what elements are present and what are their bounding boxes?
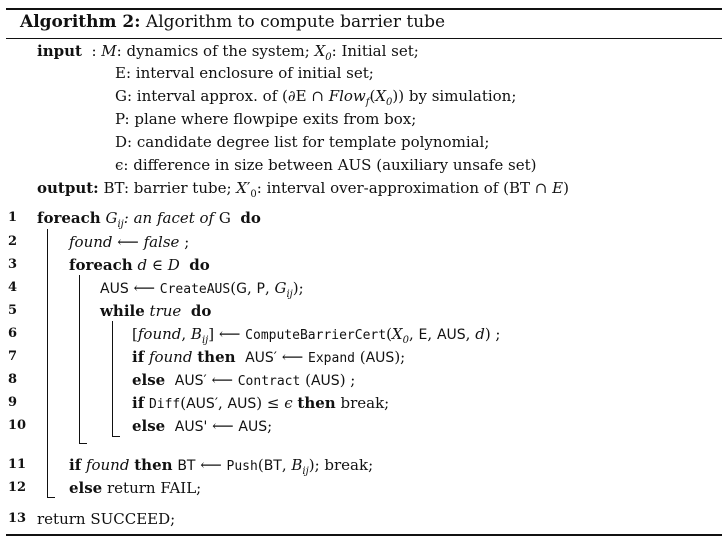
- input-line-6: ϵ: difference in size between AUS (auxil…: [115, 156, 537, 174]
- bottom-rule: [6, 534, 722, 536]
- line-number-13: 13: [8, 511, 27, 526]
- output-line: output: BT: barrier tube; X′0: interval …: [37, 179, 569, 200]
- block-end-foreach-degree: [79, 443, 87, 444]
- line-number-8: 8: [8, 372, 18, 387]
- block-bar-foreach-outer: [47, 229, 48, 497]
- algo-line-7: if found then AUS′ ⟵ Expand (AUS);: [132, 348, 406, 366]
- algo-line-10: else AUS' ⟵ AUS;: [132, 417, 273, 435]
- line-number-6: 6: [8, 326, 18, 341]
- algo-line-3: foreach d ∈ D do: [69, 256, 210, 274]
- algo-line-11: if found then BT ⟵ Push(BT, Bij); break;: [69, 456, 374, 477]
- input-line-1: input : M: dynamics of the system; X0: I…: [37, 42, 419, 63]
- line-number-1: 1: [8, 210, 18, 225]
- line-number-11: 11: [8, 457, 27, 472]
- algorithm-label: Algorithm 2:: [20, 12, 141, 32]
- algo-line-1: foreach Gij: an facet of G do: [37, 209, 261, 230]
- algo-line-12: else return FAIL;: [69, 479, 202, 497]
- block-bar-while: [112, 321, 113, 436]
- line-number-9: 9: [8, 395, 18, 410]
- algo-line-5: while true do: [100, 302, 212, 320]
- line-number-7: 7: [8, 349, 18, 364]
- algo-line-2: found ⟵ false ;: [69, 233, 190, 251]
- input-line-5: D: candidate degree list for template po…: [115, 133, 490, 151]
- output-label: output:: [37, 179, 99, 197]
- line-number-5: 5: [8, 303, 18, 318]
- line-number-10: 10: [8, 418, 27, 433]
- input-line-3: G: interval approx. of (∂E ∩ Flowf(X0)) …: [115, 87, 517, 108]
- line-number-12: 12: [8, 480, 27, 495]
- algo-line-9: if Diff(AUS′, AUS) ≤ ϵ then break;: [132, 394, 390, 412]
- line-number-3: 3: [8, 257, 18, 272]
- top-rule: [6, 8, 722, 10]
- input-line-4: P: plane where flowpipe exits from box;: [115, 110, 417, 128]
- title-rule: [6, 38, 722, 39]
- algorithm-caption: Algorithm to compute barrier tube: [145, 12, 446, 32]
- line-number-4: 4: [8, 280, 18, 295]
- algo-line-13: return SUCCEED;: [37, 510, 176, 528]
- block-bar-foreach-degree: [79, 275, 80, 443]
- block-end-while: [112, 436, 120, 437]
- algo-line-4: AUS ⟵ CreateAUS(G, P, Gij);: [100, 279, 304, 300]
- algorithm-title: Algorithm 2: Algorithm to compute barrie…: [20, 12, 445, 32]
- block-end-foreach-outer: [47, 497, 55, 498]
- algo-line-6: [found, Bij] ⟵ ComputeBarrierCert(X0, E,…: [132, 325, 501, 346]
- input-line-2: E: interval enclosure of initial set;: [115, 64, 374, 82]
- algo-line-8: else AUS′ ⟵ Contract (AUS) ;: [132, 371, 356, 389]
- line-number-2: 2: [8, 234, 18, 249]
- input-label: input: [37, 42, 82, 60]
